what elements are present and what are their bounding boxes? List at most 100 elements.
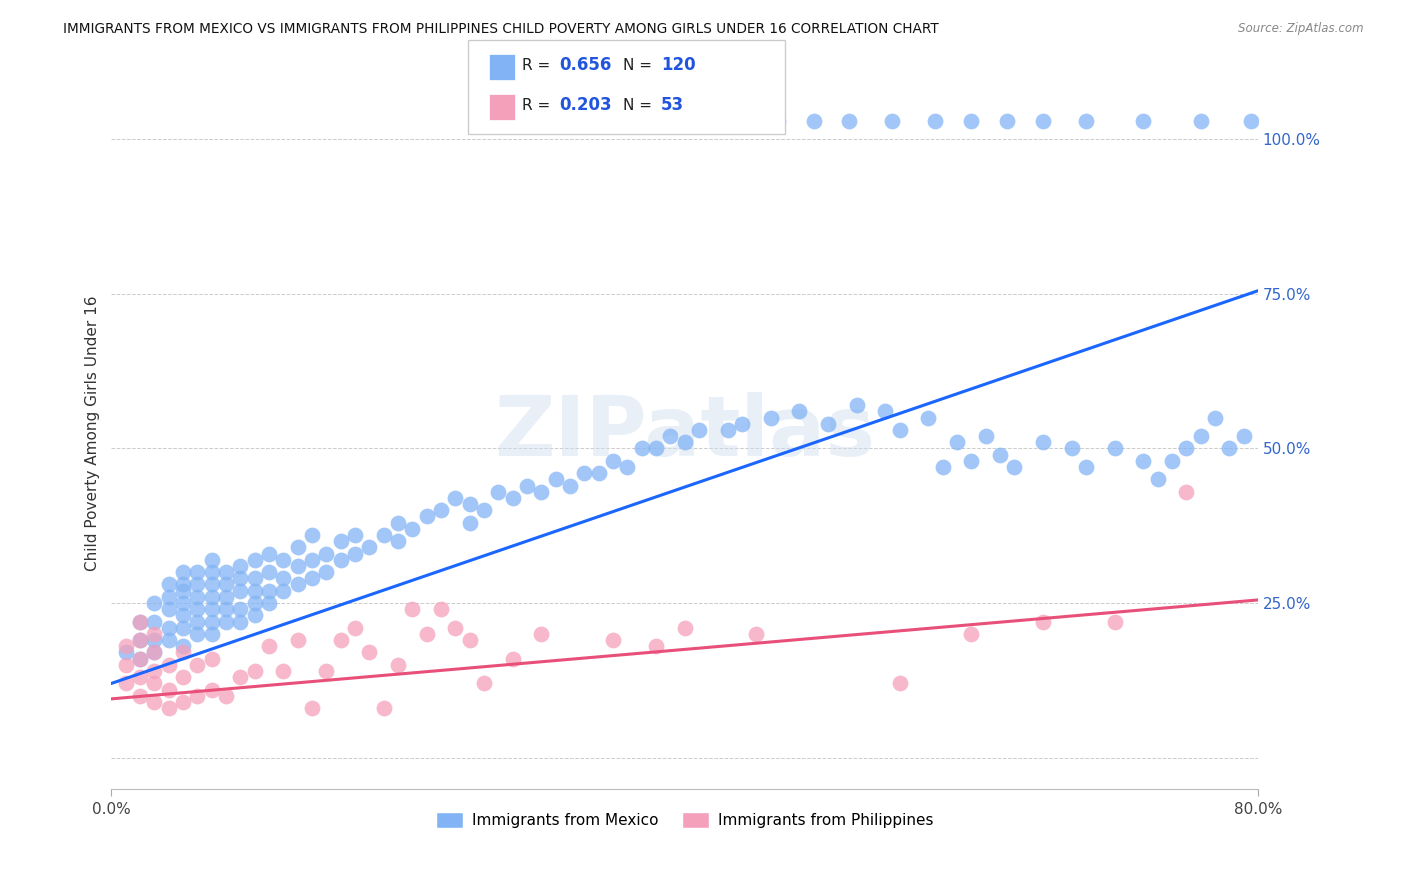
Point	[243, 571, 266, 585]
Point	[114, 657, 136, 672]
Point	[129, 633, 152, 648]
Point	[215, 602, 238, 616]
Text: 0.656: 0.656	[560, 56, 612, 74]
Point	[129, 615, 152, 629]
Point	[1032, 113, 1054, 128]
Point	[1232, 429, 1254, 443]
Point	[143, 633, 166, 648]
Point	[315, 547, 337, 561]
Point	[803, 113, 825, 128]
Point	[415, 509, 437, 524]
Legend: Immigrants from Mexico, Immigrants from Philippines: Immigrants from Mexico, Immigrants from …	[429, 806, 939, 834]
Point	[1132, 454, 1154, 468]
Point	[301, 701, 323, 715]
Point	[344, 621, 367, 635]
Point	[257, 596, 280, 610]
Point	[415, 627, 437, 641]
Point	[1032, 435, 1054, 450]
Point	[257, 547, 280, 561]
Text: Source: ZipAtlas.com: Source: ZipAtlas.com	[1239, 22, 1364, 36]
Point	[186, 590, 208, 604]
Point	[472, 676, 495, 690]
Point	[889, 676, 911, 690]
Point	[114, 676, 136, 690]
Point	[401, 602, 423, 616]
Point	[1189, 429, 1212, 443]
Point	[143, 596, 166, 610]
Point	[1104, 442, 1126, 456]
Point	[1104, 615, 1126, 629]
Point	[287, 633, 309, 648]
Point	[129, 670, 152, 684]
Text: 53: 53	[661, 96, 683, 114]
Point	[287, 558, 309, 573]
Point	[301, 528, 323, 542]
Text: N =: N =	[623, 98, 657, 112]
Text: ZIPatlas: ZIPatlas	[494, 392, 875, 474]
Point	[229, 615, 252, 629]
Point	[157, 682, 180, 697]
Point	[172, 565, 194, 579]
Point	[172, 596, 194, 610]
Point	[201, 565, 224, 579]
Point	[574, 466, 596, 480]
Point	[243, 608, 266, 623]
Point	[1160, 454, 1182, 468]
Point	[243, 664, 266, 678]
Point	[516, 478, 538, 492]
Point	[172, 621, 194, 635]
Text: 120: 120	[661, 56, 696, 74]
Text: 0.203: 0.203	[560, 96, 612, 114]
Point	[444, 621, 467, 635]
Point	[645, 442, 668, 456]
Point	[630, 442, 652, 456]
Point	[186, 615, 208, 629]
Point	[1132, 113, 1154, 128]
Point	[143, 627, 166, 641]
Point	[787, 404, 810, 418]
Point	[946, 435, 969, 450]
Point	[817, 417, 839, 431]
Point	[875, 404, 897, 418]
Point	[201, 682, 224, 697]
Point	[201, 651, 224, 665]
Point	[373, 701, 395, 715]
Point	[759, 410, 782, 425]
Text: N =: N =	[623, 58, 657, 72]
Point	[186, 565, 208, 579]
Point	[257, 640, 280, 654]
Point	[838, 113, 860, 128]
Point	[995, 113, 1018, 128]
Point	[172, 645, 194, 659]
Point	[502, 491, 524, 505]
Point	[243, 583, 266, 598]
Point	[659, 429, 682, 443]
Point	[1204, 410, 1226, 425]
Point	[172, 640, 194, 654]
Point	[1060, 442, 1083, 456]
Point	[645, 640, 668, 654]
Point	[129, 633, 152, 648]
Point	[114, 640, 136, 654]
Point	[229, 558, 252, 573]
Point	[157, 657, 180, 672]
Point	[129, 651, 152, 665]
Point	[273, 664, 295, 678]
Point	[287, 541, 309, 555]
Point	[1189, 113, 1212, 128]
Point	[430, 503, 453, 517]
Point	[731, 113, 754, 128]
Point	[172, 670, 194, 684]
Point	[172, 608, 194, 623]
Point	[301, 553, 323, 567]
Point	[172, 583, 194, 598]
Point	[502, 651, 524, 665]
Point	[387, 657, 409, 672]
Point	[129, 651, 152, 665]
Point	[157, 577, 180, 591]
Point	[688, 423, 710, 437]
Y-axis label: Child Poverty Among Girls Under 16: Child Poverty Among Girls Under 16	[86, 295, 100, 571]
Point	[229, 670, 252, 684]
Point	[1175, 442, 1198, 456]
Point	[143, 645, 166, 659]
